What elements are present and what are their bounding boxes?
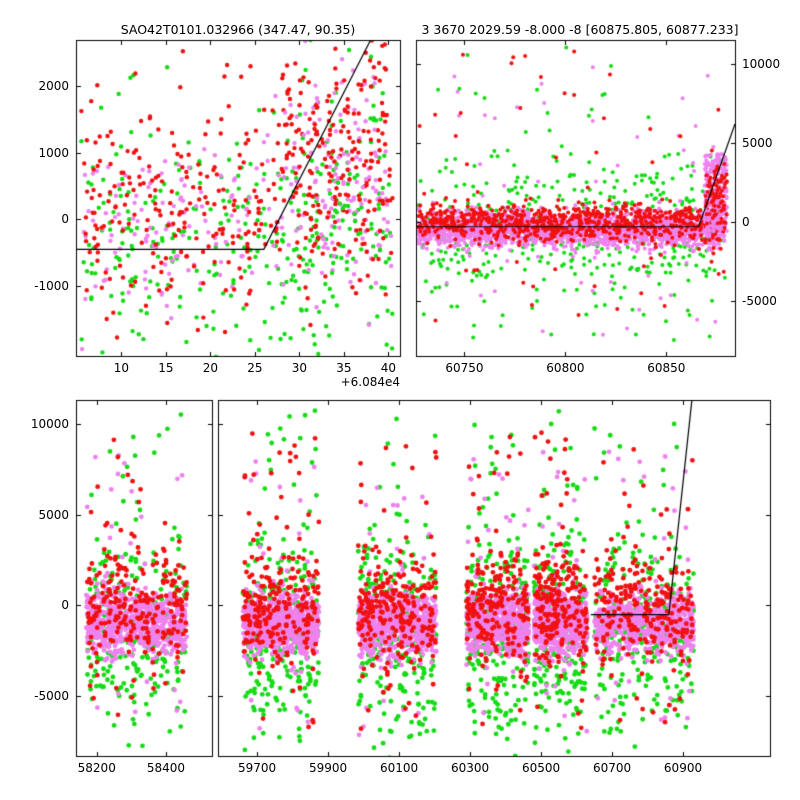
x-tick-label: 60700 xyxy=(592,761,632,775)
y-tick-label: 0 xyxy=(61,598,69,613)
x-tick-label: 20 xyxy=(202,361,219,375)
x-tick-label: 60100 xyxy=(379,761,419,775)
x-tick-label: 60800 xyxy=(546,361,585,375)
x-tick-label: 10 xyxy=(113,361,130,375)
x-tick-label: 60850 xyxy=(647,361,686,375)
y-tick-label: 2000 xyxy=(38,79,69,93)
y-tick-label: -5000 xyxy=(34,689,69,704)
y-tick-label: 5000 xyxy=(38,507,69,522)
x-tick-label: 58400 xyxy=(146,761,186,775)
x-tick-label: 60500 xyxy=(521,761,561,775)
x-tick-label: 60300 xyxy=(450,761,490,775)
x-tick-label: 59700 xyxy=(237,761,277,775)
x-tick-label: 40 xyxy=(380,361,397,375)
y-tick-label: 1000 xyxy=(38,145,69,160)
x-tick-label: 25 xyxy=(247,361,263,375)
y-tick-label: 0 xyxy=(61,212,69,227)
y-tick-label: -5000 xyxy=(742,294,777,309)
y-tick-label: -1000 xyxy=(34,279,69,293)
plot-title-top-right: 3 3670 2029.59 -8.000 -8 [60875.805, 608… xyxy=(421,22,739,37)
x-tick-label: 60900 xyxy=(663,761,703,775)
plot-title-top-left: SAO42T0101.032966 (347.47, 90.35) xyxy=(120,22,356,37)
x-tick-label: 59900 xyxy=(308,761,348,775)
x-tick-label: 58200 xyxy=(77,761,116,775)
x-tick-label: 60750 xyxy=(445,361,484,375)
x-tick-label: 15 xyxy=(158,361,174,375)
y-tick-label: 10000 xyxy=(30,417,69,432)
y-tick-label: 5000 xyxy=(742,136,773,151)
y-tick-label: 0 xyxy=(742,215,750,230)
y-tick-label: 10000 xyxy=(742,57,781,72)
x-axis-offset-label: +6.084e4 xyxy=(340,375,400,389)
x-tick-label: 35 xyxy=(336,361,352,375)
x-tick-label: 30 xyxy=(291,361,308,375)
